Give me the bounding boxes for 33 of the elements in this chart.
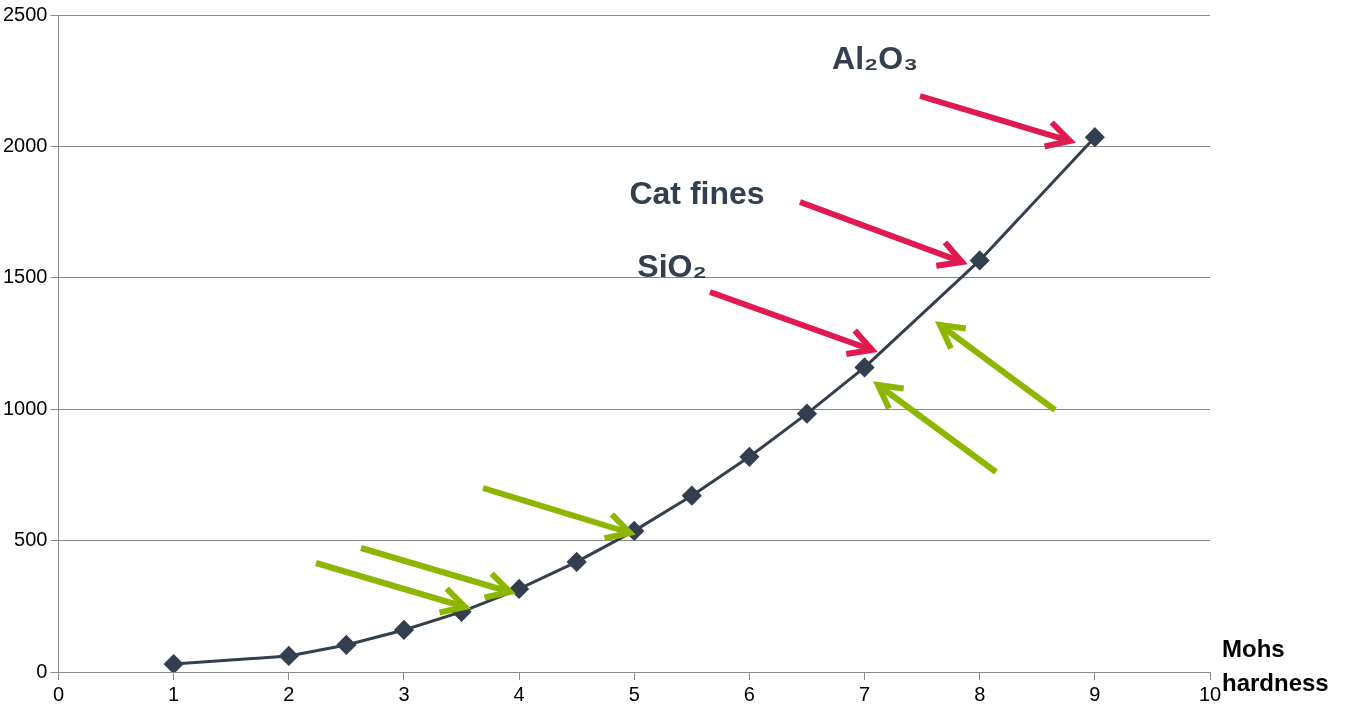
x-tick-label: 1 bbox=[168, 682, 180, 705]
annotation: SiO₂ bbox=[637, 247, 707, 284]
point bbox=[739, 447, 759, 467]
y-tick-label: 2500 bbox=[2, 2, 48, 25]
point bbox=[336, 635, 356, 655]
x-tick-label: 8 bbox=[974, 682, 986, 705]
x-tick-label: 2 bbox=[283, 682, 295, 705]
y-tick-label: 1000 bbox=[2, 396, 48, 419]
x-tick-label: 3 bbox=[398, 682, 410, 705]
point bbox=[855, 357, 875, 377]
y-tick-label: 0 bbox=[36, 659, 48, 682]
x-tick-label: 4 bbox=[513, 682, 525, 705]
point bbox=[394, 620, 414, 640]
x-tick-label: 7 bbox=[858, 682, 871, 705]
y-tick-label: 1500 bbox=[2, 265, 48, 288]
point bbox=[509, 579, 529, 599]
annotation: Al₂O₃ bbox=[832, 39, 918, 76]
point bbox=[797, 404, 817, 424]
point bbox=[970, 250, 990, 270]
x-axis-title: Mohs hardness bbox=[1222, 634, 1329, 696]
point bbox=[164, 654, 184, 672]
y-tick-label: 2000 bbox=[2, 133, 48, 156]
point bbox=[682, 486, 702, 506]
x-tick-label: 5 bbox=[628, 682, 640, 705]
x-tick-label: 10 bbox=[1198, 682, 1222, 705]
x-tick-label: 9 bbox=[1089, 682, 1101, 705]
y-tick-label: 500 bbox=[14, 528, 48, 551]
point bbox=[1085, 127, 1105, 147]
x-tick-label: 6 bbox=[743, 682, 755, 705]
x-tick-label: 0 bbox=[52, 682, 65, 705]
annotation: Cat fines bbox=[629, 174, 765, 211]
point bbox=[567, 552, 587, 572]
point bbox=[279, 646, 299, 666]
